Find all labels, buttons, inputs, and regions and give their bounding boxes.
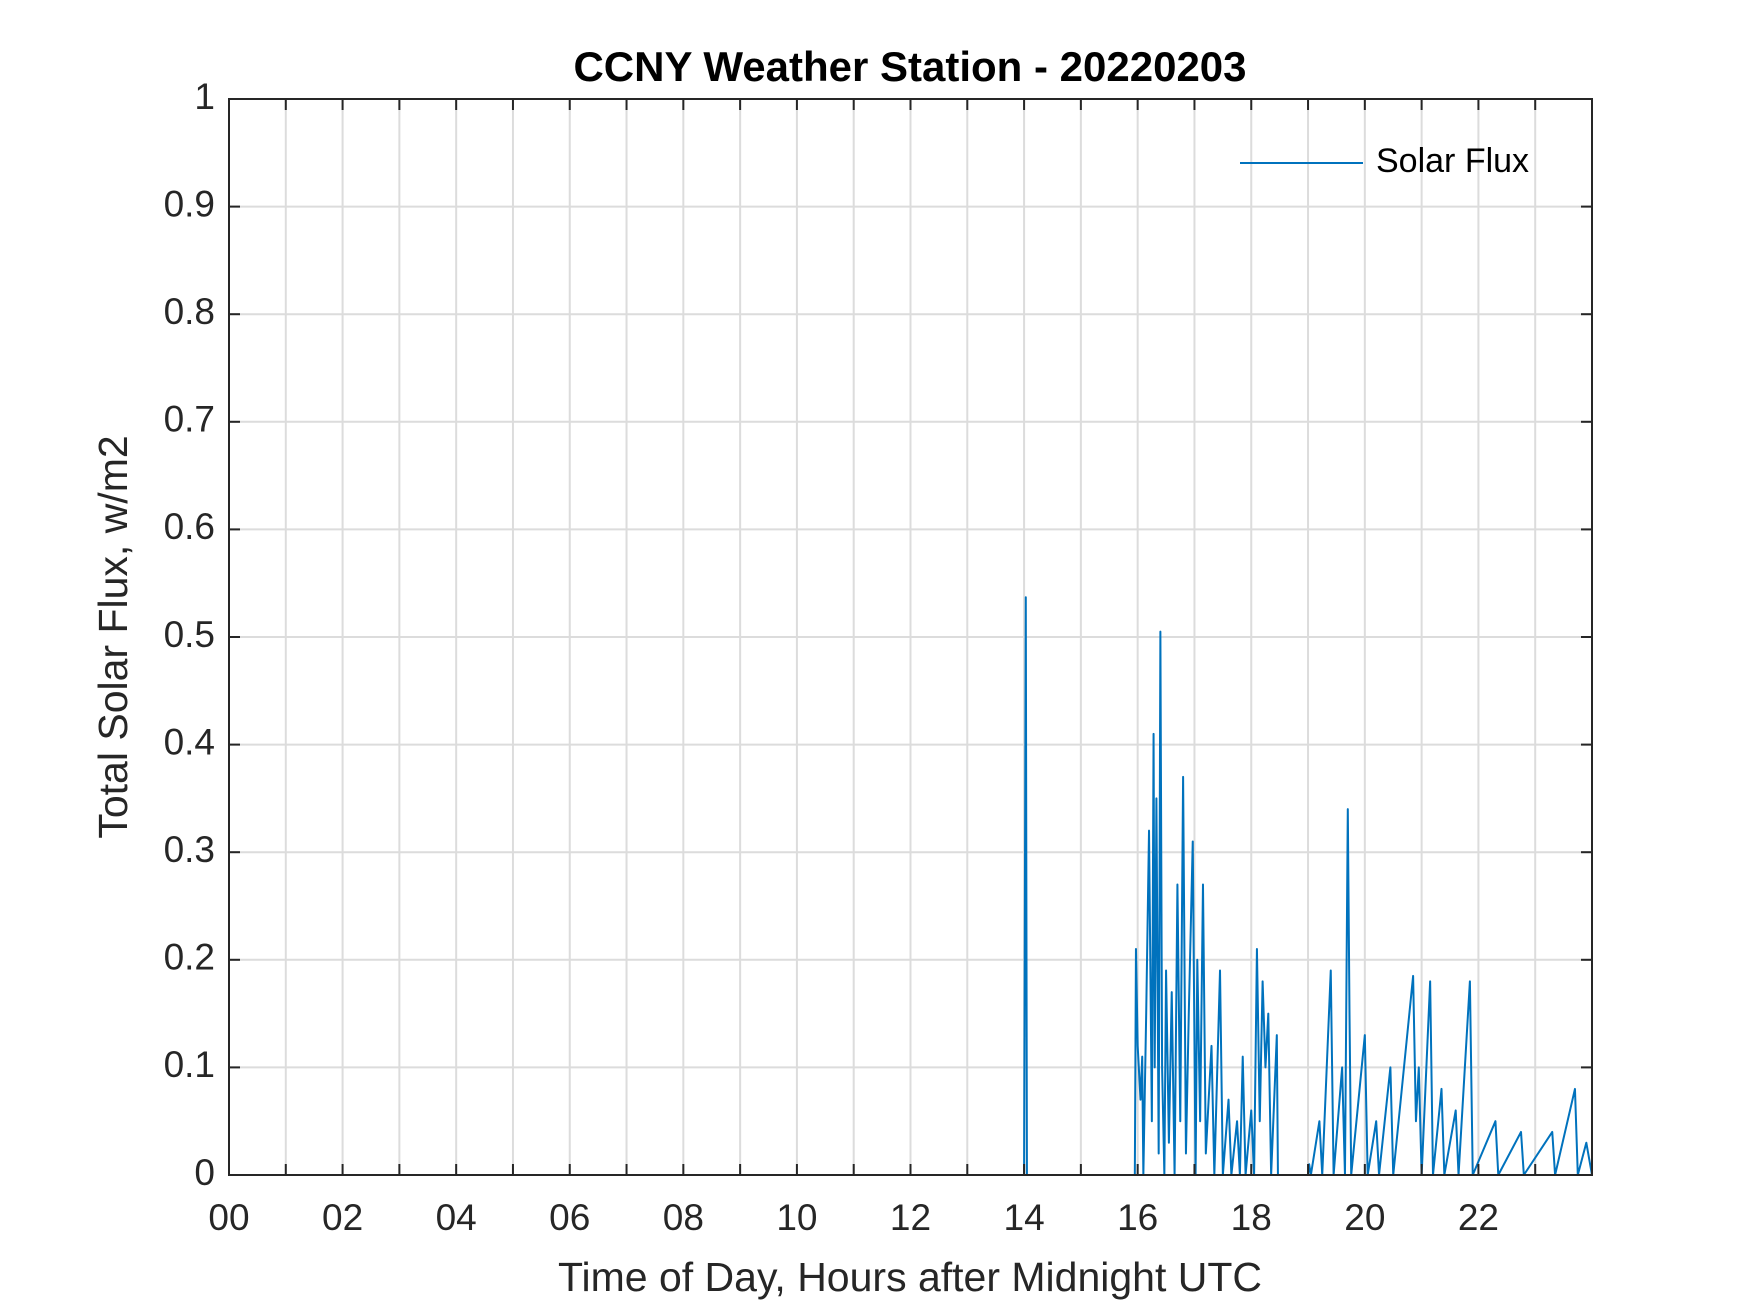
x-tick-label: 02 [322,1197,363,1238]
y-tick-label: 1 [194,76,215,117]
legend-label: Solar Flux [1376,142,1529,180]
y-tick-label: 0.3 [164,829,215,870]
y-tick-label: 0.1 [164,1044,215,1085]
y-axis-label: Total Solar Flux, w/m2 [90,435,136,838]
y-tick-label: 0 [194,1152,215,1193]
x-tick-label: 22 [1458,1197,1499,1238]
y-tick-label: 0.6 [164,506,215,547]
legend: Solar Flux [1240,142,1529,180]
x-tick-label: 20 [1344,1197,1385,1238]
data-line [229,596,1593,1176]
y-tick-label: 0.5 [164,614,215,655]
x-tick-label: 12 [890,1197,931,1238]
x-tick-label: 04 [436,1197,477,1238]
y-tick-label: 0.8 [164,291,215,332]
x-tick-label: 00 [208,1197,249,1238]
y-tick-label: 0.9 [164,183,215,224]
x-tick-label: 06 [549,1197,590,1238]
y-tick-label: 0.7 [164,399,215,440]
x-tick-label: 10 [776,1197,817,1238]
chart-title: CCNY Weather Station - 20220203 [573,43,1246,90]
y-tick-label: 0.2 [164,937,215,978]
x-tick-label: 16 [1117,1197,1158,1238]
x-tick-label: 08 [663,1197,704,1238]
ticks: 00 02 04 06 08 10 12 14 16 18 20 22 0 0.1 0.2 0.3 0.4 0.5… [164,76,1592,1238]
x-tick-label: 18 [1231,1197,1272,1238]
x-tick-label: 14 [1004,1197,1045,1238]
x-axis-label: Time of Day, Hours after Midnight UTC [558,1254,1262,1300]
y-tick-label: 0.4 [164,721,215,762]
plot-area [229,596,1593,1176]
